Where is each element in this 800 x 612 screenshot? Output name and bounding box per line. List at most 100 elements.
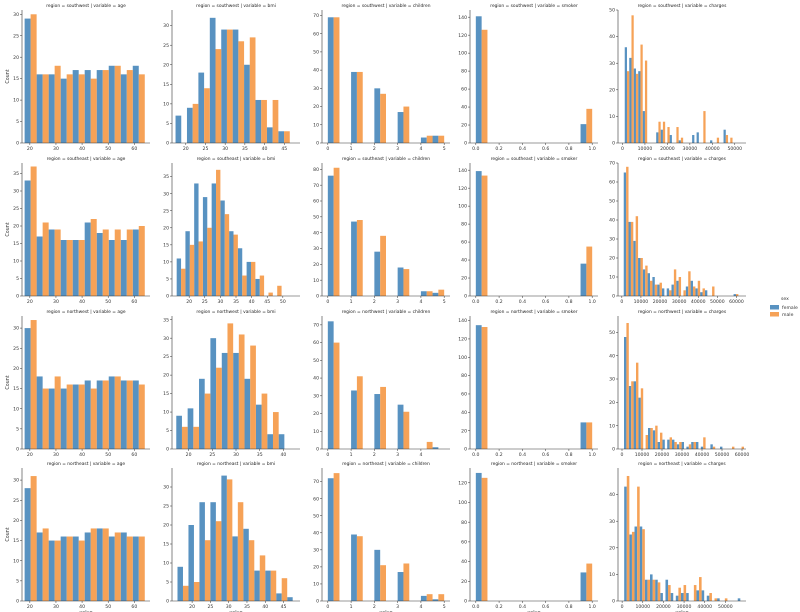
bar-female — [672, 439, 675, 449]
bar-female — [638, 71, 641, 143]
bar-male — [631, 531, 635, 601]
bar-male — [90, 219, 97, 296]
bar-male — [78, 540, 85, 601]
bar-female — [706, 595, 710, 601]
bar-female — [420, 291, 427, 296]
bar-male — [138, 74, 145, 143]
y-tick-label: 0 — [166, 141, 169, 147]
y-tick-label: 60 — [461, 392, 467, 398]
bar-female — [580, 263, 587, 296]
bar-male — [714, 598, 718, 601]
bar-male — [693, 442, 696, 449]
bar-female — [237, 248, 243, 296]
y-tick-label: 30 — [313, 246, 319, 252]
bar-female — [685, 286, 689, 296]
x-tick-label: 45 — [281, 146, 287, 152]
panel-title: region = southeast | variable = charges — [638, 156, 727, 162]
bar-male — [215, 49, 222, 144]
x-tick-label: 40 — [79, 604, 85, 610]
y-tick-label: 40 — [609, 353, 615, 359]
bar-male — [645, 435, 648, 449]
bar-male — [481, 327, 488, 449]
bar-male — [126, 536, 133, 601]
y-tick-label: 20 — [163, 373, 169, 379]
x-tick-label: 0 — [326, 452, 329, 458]
x-tick-label: 0.0 — [472, 146, 479, 152]
bar-female — [108, 65, 115, 143]
x-tick-label: 4 — [419, 299, 422, 305]
bar-male — [716, 137, 720, 143]
bar-female — [210, 502, 216, 601]
y-tick-label: 20 — [13, 518, 19, 524]
bar-male — [586, 563, 593, 601]
bar-male — [102, 229, 109, 296]
y-tick-label: 0 — [316, 141, 319, 147]
x-tick-label: 20 — [27, 146, 33, 152]
y-tick-label: 30 — [313, 86, 319, 92]
bar-male — [683, 585, 687, 601]
y-tick-label: 25 — [163, 504, 169, 510]
bar-male — [233, 234, 238, 296]
y-tick-label: 20 — [13, 55, 19, 61]
bar-female — [351, 534, 357, 601]
y-tick-label: 30 — [13, 478, 19, 484]
panel-title: region = southeast | variable = age — [47, 156, 126, 162]
bar-male — [640, 258, 643, 296]
x-tick-label: 40 — [249, 299, 255, 305]
bar-male — [356, 376, 363, 449]
bar-male — [248, 540, 255, 601]
panel-title: region = southwest | variable = charges — [638, 3, 727, 9]
panel-northeast-bmi: region = northeast | variable = bmi 0 5 10 1… — [163, 461, 300, 612]
bar-male — [250, 261, 256, 296]
panel-northeast-charges: region = northeast | variable = charges 0… — [609, 461, 746, 612]
panel-northwest-age: region = northwest | variable = age 0 5 10 1… — [5, 309, 150, 458]
bar-male — [642, 529, 645, 601]
x-axis-label: value — [675, 610, 688, 612]
bar-male — [261, 393, 268, 449]
bar-female — [671, 284, 674, 296]
y-tick-label: 5 — [166, 428, 169, 434]
bar-male — [114, 532, 121, 601]
y-tick-label: 10 — [313, 122, 319, 128]
x-tick-label: 0.2 — [495, 299, 502, 305]
y-tick-label: 120 — [458, 337, 467, 343]
y-tick-label: 40 — [609, 34, 615, 40]
y-tick-label: 80 — [461, 373, 467, 379]
x-tick-label: 30 — [226, 604, 232, 610]
bar-male — [238, 41, 245, 143]
bar-female — [265, 570, 271, 601]
bar-female — [696, 442, 699, 449]
bar-male — [659, 282, 662, 296]
panel-title: region = southeast | variable = children — [342, 156, 430, 162]
y-tick-label: 0 — [316, 599, 319, 605]
bar-female — [176, 258, 182, 296]
bar-female — [647, 273, 650, 296]
bar-male — [426, 441, 433, 449]
bar-female — [84, 380, 91, 449]
bar-female — [48, 229, 55, 296]
bar-female — [36, 376, 43, 449]
bar-female — [108, 376, 115, 449]
x-tick-label: 20000 — [656, 604, 671, 610]
bar-male — [333, 167, 340, 296]
y-tick-label: 140 — [458, 15, 467, 21]
y-tick-label: 20 — [13, 366, 19, 372]
x-axis-label: value — [229, 610, 242, 612]
bar-female — [695, 288, 698, 296]
x-tick-label: 30000 — [672, 299, 687, 305]
y-tick-label: 15 — [163, 242, 169, 248]
y-tick-label: 10 — [609, 114, 615, 120]
y-tick-label: 10 — [163, 259, 169, 265]
x-tick-label: 30 — [53, 452, 59, 458]
bar-female — [656, 132, 659, 143]
panel-southeast-children: region = southeast | variable = children… — [313, 156, 450, 305]
y-tick-label: 10 — [313, 278, 319, 284]
bar-female — [351, 221, 357, 296]
bar-male — [126, 380, 133, 449]
bar-female — [72, 384, 79, 449]
x-tick-label: 0.4 — [519, 146, 526, 152]
bar-female — [397, 572, 404, 601]
x-tick-label: 1 — [350, 604, 353, 610]
x-tick-label: 0.8 — [565, 146, 572, 152]
bar-male — [626, 166, 629, 296]
